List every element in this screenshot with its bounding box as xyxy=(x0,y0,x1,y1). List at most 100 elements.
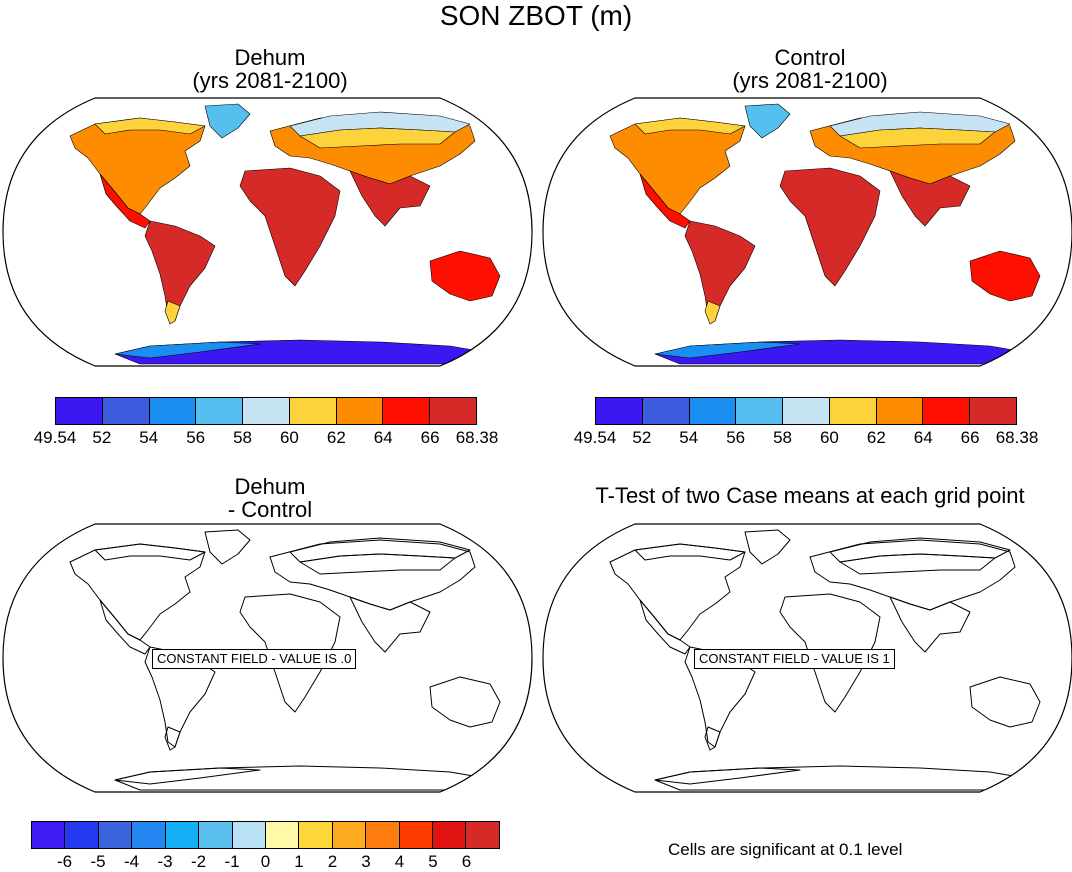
map-frame xyxy=(2,523,533,793)
colorbar-swatch xyxy=(299,822,333,848)
colorbar-tick-label: 49.54 xyxy=(573,428,617,447)
landmass-north-america-south xyxy=(99,173,151,229)
landmass-greenland xyxy=(204,529,251,565)
panel-title-line1: Control xyxy=(774,45,846,70)
colorbar-swatch xyxy=(98,822,133,848)
map-frame xyxy=(542,523,1072,793)
colorbar-swatch xyxy=(366,822,400,848)
colorbar-tick-label: 68.38 xyxy=(995,428,1039,447)
landmass-africa xyxy=(779,167,881,287)
colorbar-swatch xyxy=(970,398,1017,424)
colorbar-tick-label: 3 xyxy=(361,852,371,871)
landmass-africa xyxy=(779,593,881,713)
landmass-antarctica-edge xyxy=(654,767,801,785)
landmass-australia xyxy=(969,250,1041,302)
main-title: SON ZBOT (m) xyxy=(439,0,633,31)
colorbar-tick-label: 4 xyxy=(394,852,405,871)
colorbar-tick-label: 60 xyxy=(279,428,299,447)
landmass-south-asia xyxy=(349,596,431,653)
colorbar-tick-label: 56 xyxy=(726,428,746,447)
colorbar-tick-label: -2 xyxy=(190,852,207,871)
landmass-greenland xyxy=(744,529,791,565)
colorbar-swatch xyxy=(829,398,877,424)
colorbar-swatch xyxy=(466,822,499,848)
colorbar-tick-label: 60 xyxy=(819,428,839,447)
colorbar-swatch xyxy=(102,398,150,424)
colorbar-control xyxy=(595,397,1017,425)
colorbar-swatch xyxy=(736,398,784,424)
colorbar-swatch xyxy=(149,398,197,424)
colorbar-tick-label: -3 xyxy=(157,852,173,871)
colorbar-swatch xyxy=(165,822,200,848)
landmass-arctic-canada xyxy=(634,117,746,135)
landmass-south-asia xyxy=(889,170,971,227)
colorbar-swatch xyxy=(265,822,300,848)
colorbar-swatch xyxy=(336,398,384,424)
colorbar-tick-label: 1 xyxy=(294,852,304,871)
colorbar-tick-label: 64 xyxy=(913,428,933,447)
landmass-eurasia-mid xyxy=(839,553,996,575)
colorbar-tick-label: 49.54 xyxy=(33,428,77,447)
landmass-africa xyxy=(239,167,341,287)
colorbar-tick-label: 66 xyxy=(960,428,980,447)
landmass-australia xyxy=(969,676,1041,728)
landmass-south-america-tip xyxy=(164,726,181,751)
panel-title-line2: - Control xyxy=(227,497,313,522)
colorbar-tick-label: -4 xyxy=(123,852,140,871)
landmass-south-america-tip xyxy=(704,300,721,325)
colorbar-swatch xyxy=(783,398,830,424)
map-dehum xyxy=(2,97,533,367)
colorbar-tick-label: 58 xyxy=(233,428,253,447)
panel-title-line1: T-Test of two Case means at each grid po… xyxy=(595,483,1025,508)
colorbar-tick-label: 54 xyxy=(679,428,699,447)
landmass-greenland xyxy=(744,103,791,139)
landmass-north-america-south xyxy=(639,173,691,229)
colorbar-swatch xyxy=(642,398,690,424)
colorbar-tick-label: 58 xyxy=(773,428,793,447)
colorbar-swatch xyxy=(430,398,477,424)
landmass-south-asia xyxy=(349,170,431,227)
colorbar-ticks-dehum: 49.54 52 54 56 58 60 62 64 66 68.38 xyxy=(34,428,499,448)
colorbar-tick-label: 62 xyxy=(326,428,346,447)
colorbar-swatch xyxy=(65,822,99,848)
landmass-eurasia-mid xyxy=(299,127,456,149)
colorbar-tick-label: 64 xyxy=(373,428,393,447)
colorbar-swatch xyxy=(132,822,166,848)
landmass-arctic-canada xyxy=(94,543,206,561)
colorbar-swatch xyxy=(289,398,337,424)
colorbar-tick-label: 68.38 xyxy=(455,428,499,447)
landmass-south-america-tip xyxy=(164,300,181,325)
panel-title-dehum: Dehum (yrs 2081-2100) xyxy=(110,46,430,92)
colorbar-tick-label: 62 xyxy=(866,428,886,447)
colorbar-swatch xyxy=(243,398,290,424)
colorbar-tick-label: 66 xyxy=(420,428,440,447)
landmass-arctic-canada xyxy=(94,117,206,135)
landmass-antarctica-edge xyxy=(114,767,261,785)
colorbar-tick-label: 6 xyxy=(461,852,472,871)
landmass-south-america-tip xyxy=(704,726,721,751)
panel-title-control: Control (yrs 2081-2100) xyxy=(650,46,970,92)
panel-title-difference: Dehum - Control xyxy=(110,475,430,521)
landmass-australia xyxy=(429,250,501,302)
panel-title-ttest: T-Test of two Case means at each grid po… xyxy=(550,484,1070,507)
panel-title-line1: Dehum xyxy=(234,45,306,70)
landmass-australia xyxy=(429,676,501,728)
map-frame xyxy=(2,97,533,367)
landmass-eurasia-mid xyxy=(839,127,996,149)
colorbar-swatch xyxy=(199,822,233,848)
colorbar-swatch xyxy=(876,398,924,424)
colorbar-tick-label: 56 xyxy=(186,428,206,447)
colorbar-swatch xyxy=(56,398,103,424)
significance-note: Cells are significant at 0.1 level xyxy=(668,840,903,859)
colorbar-tick-label: -6 xyxy=(56,852,73,871)
colorbar-tick-label: 54 xyxy=(139,428,159,447)
landmass-antarctica-edge xyxy=(114,341,261,359)
landmass-arctic-canada xyxy=(634,543,746,561)
panel-title-line2: (yrs 2081-2100) xyxy=(192,68,348,93)
colorbar-swatch xyxy=(32,822,66,848)
map-frame xyxy=(542,97,1072,367)
colorbar-swatch xyxy=(399,822,434,848)
colorbar-tick-label: -5 xyxy=(90,852,106,871)
panel-title-line2: (yrs 2081-2100) xyxy=(732,68,888,93)
colorbar-difference xyxy=(31,821,500,849)
